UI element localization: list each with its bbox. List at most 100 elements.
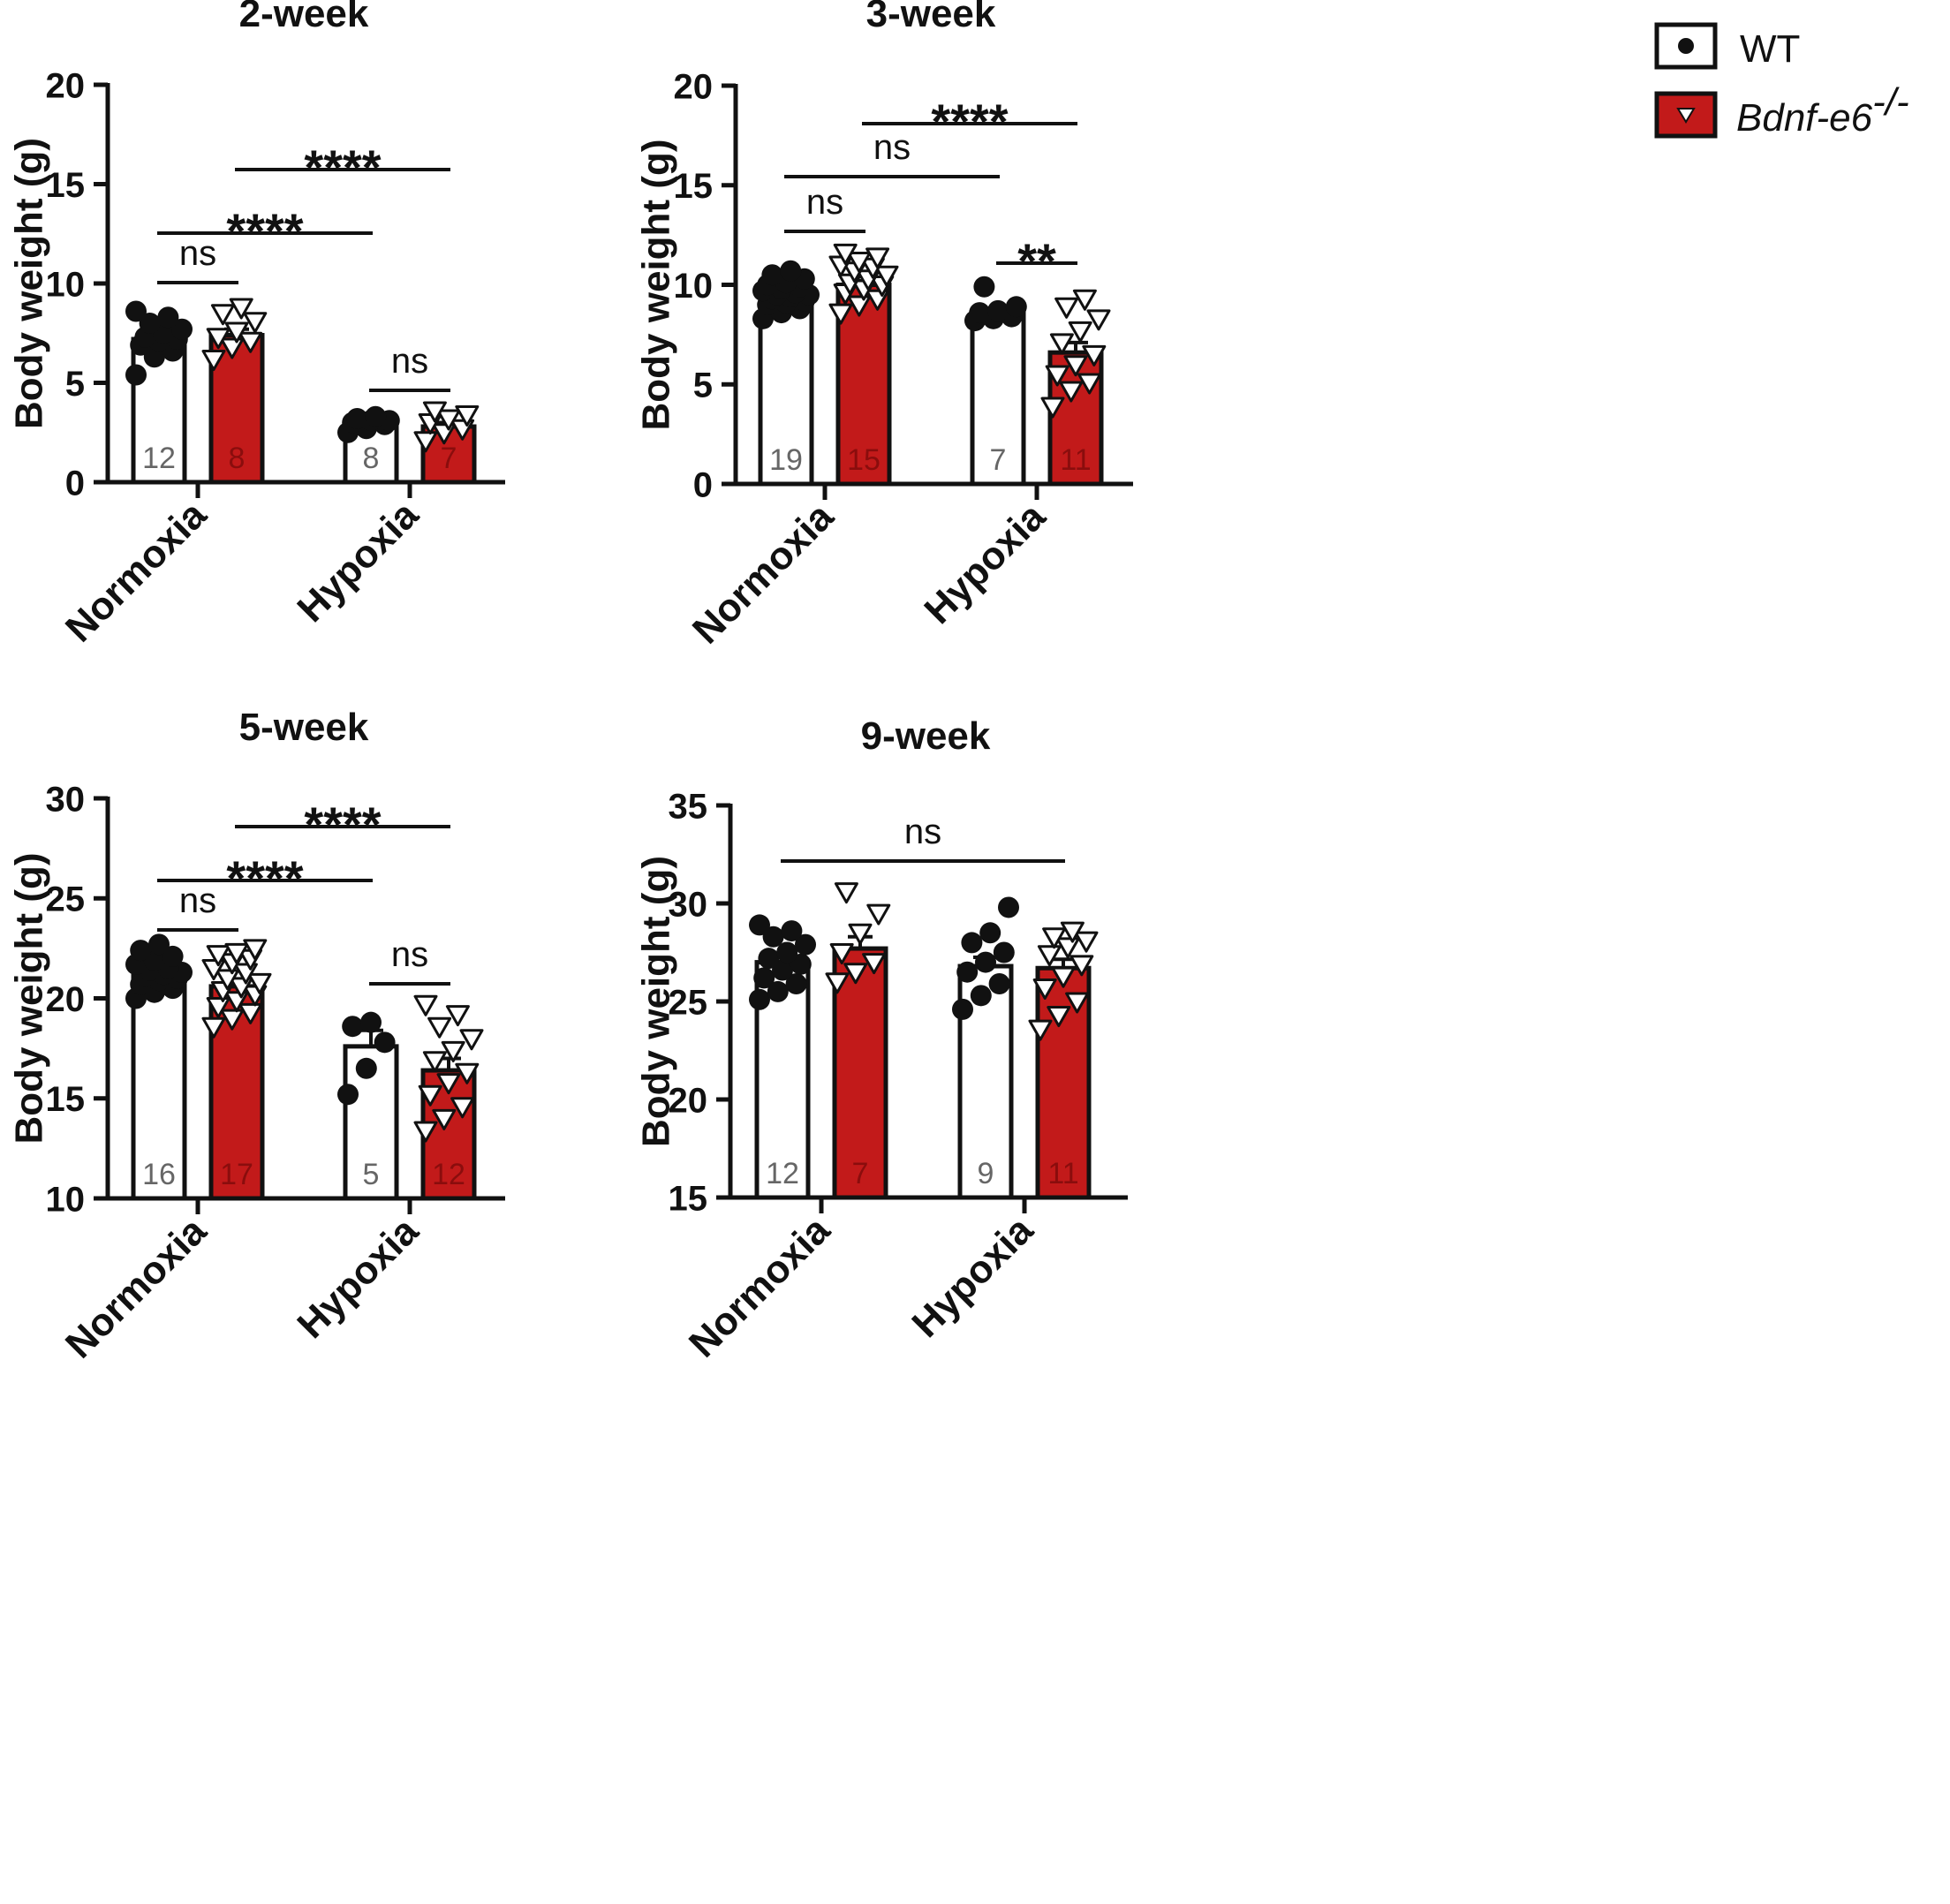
- n-label: 11: [1060, 443, 1091, 477]
- data-point-ko: [1060, 921, 1085, 943]
- data-point-ko: [1040, 397, 1065, 419]
- data-point-wt: [753, 967, 775, 989]
- data-point-ko: [1032, 978, 1057, 1000]
- data-point-ko: [201, 350, 226, 371]
- significance-label: ns: [806, 183, 843, 222]
- data-point-ko: [862, 953, 887, 975]
- data-point-wt: [125, 300, 147, 322]
- legend-wt-swatch: [1654, 22, 1718, 70]
- data-point-ko: [206, 328, 231, 350]
- data-point-ko: [436, 409, 461, 431]
- significance-label: ****: [304, 140, 381, 195]
- y-tick-label: 5: [65, 365, 85, 404]
- data-point-wt: [342, 1016, 364, 1038]
- data-point-wt: [970, 985, 992, 1007]
- panel-9-week: 9-week Body weight (g) 15 20 25 30 35 Normoxia 1…: [634, 714, 1128, 1366]
- panels: 2-week Body weight (g) 0 5 10 15 20 Normoxia 12 8…: [7, 0, 1133, 1367]
- x-category-label: Normoxia: [684, 495, 843, 653]
- data-point-ko: [215, 969, 240, 991]
- data-point-wt: [360, 1011, 382, 1033]
- x-category-label: Normoxia: [681, 1208, 839, 1366]
- y-axis-label: Body weight (g): [634, 140, 677, 431]
- data-point-ko: [1068, 321, 1092, 343]
- data-point-ko: [1054, 297, 1079, 319]
- legend-ko-label: Bdnf-e6: [1736, 96, 1873, 140]
- data-point-wt: [952, 998, 973, 1020]
- chart-title: 5-week: [239, 706, 369, 749]
- n-label: 11: [1047, 1157, 1078, 1190]
- n-label: 12: [432, 1158, 465, 1191]
- significance-label: ****: [226, 203, 303, 259]
- significance-label: ns: [179, 234, 216, 273]
- data-point-wt: [795, 933, 816, 956]
- n-label: 16: [142, 1158, 176, 1191]
- data-point-wt: [355, 1057, 377, 1079]
- data-point-ko: [206, 997, 231, 1019]
- data-point-wt: [767, 980, 789, 1002]
- data-point-ko: [847, 295, 872, 317]
- data-point-wt: [337, 1084, 359, 1106]
- data-point-wt: [148, 933, 170, 956]
- data-point-ko: [220, 1009, 245, 1031]
- y-tick-label: 10: [674, 267, 714, 306]
- data-point-ko: [418, 1084, 442, 1107]
- data-point-ko: [450, 1097, 475, 1119]
- data-point-ko: [229, 298, 253, 320]
- significance-label: **: [1017, 233, 1056, 289]
- significance-label: ****: [304, 797, 381, 852]
- data-point-ko: [847, 251, 872, 273]
- data-point-wt: [749, 914, 770, 936]
- data-point-wt: [998, 896, 1019, 918]
- chart-title: 3-week: [866, 0, 996, 35]
- data-point-wt: [1005, 296, 1027, 318]
- data-point-wt: [776, 941, 798, 963]
- data-point-ko: [1074, 931, 1099, 953]
- data-point-ko: [1042, 927, 1067, 949]
- data-point-ko: [1049, 333, 1074, 355]
- x-category-label: Normoxia: [57, 493, 215, 651]
- data-point-wt: [781, 920, 803, 942]
- data-point-wt: [987, 299, 1009, 321]
- y-tick-label: 30: [669, 885, 708, 924]
- data-point-ko: [455, 405, 480, 427]
- bar-wt-normoxia: [131, 971, 187, 1201]
- data-point-ko: [865, 247, 890, 269]
- data-point-ko: [210, 304, 235, 326]
- data-point-ko: [238, 331, 263, 353]
- data-point-ko: [866, 903, 891, 926]
- legend-ko-superscript: -/-: [1872, 80, 1909, 124]
- y-tick-label: 10: [46, 1180, 86, 1219]
- data-point-ko: [224, 942, 249, 964]
- y-tick-label: 15: [46, 166, 86, 205]
- data-point-ko: [422, 401, 447, 423]
- y-axis-label: Body weight (g): [634, 856, 677, 1147]
- n-label: 7: [990, 443, 1007, 477]
- chart-title: 2-week: [239, 0, 369, 35]
- data-point-ko: [206, 945, 231, 967]
- y-tick-label: 20: [669, 1081, 708, 1120]
- y-tick-label: 15: [46, 1080, 86, 1119]
- data-point-wt: [961, 932, 983, 954]
- significance-label: ****: [931, 94, 1008, 149]
- legend: WT Bdnf-e6-/-: [1654, 22, 1909, 140]
- x-category-label: Hypoxia: [289, 1209, 427, 1347]
- x-category-label: Hypoxia: [289, 493, 427, 631]
- data-point-wt: [761, 264, 783, 286]
- data-point-ko: [220, 337, 245, 359]
- data-point-wt: [125, 364, 147, 386]
- y-axis-label: Body weight (g): [7, 138, 50, 429]
- x-category-label: Hypoxia: [903, 1208, 1041, 1346]
- data-point-wt: [346, 408, 368, 429]
- data-point-ko: [413, 1121, 438, 1143]
- y-axis-label: Body weight (g): [7, 853, 50, 1145]
- bar-wt-hypoxia: [343, 1044, 399, 1201]
- data-point-ko: [445, 1005, 470, 1027]
- data-point-wt: [988, 973, 1010, 995]
- data-point-wt: [772, 959, 793, 981]
- data-point-wt: [143, 346, 165, 368]
- data-point-ko: [1086, 309, 1111, 331]
- data-point-ko: [201, 1016, 226, 1039]
- data-point-wt: [171, 318, 193, 340]
